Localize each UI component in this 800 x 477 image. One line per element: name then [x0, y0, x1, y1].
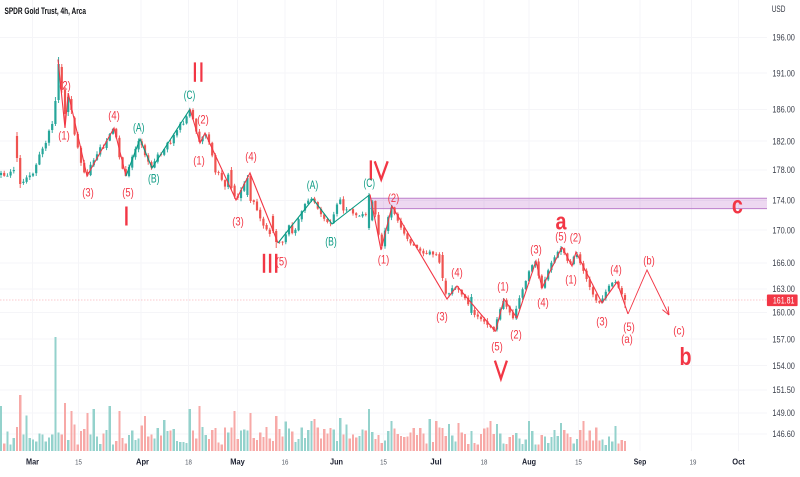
svg-text:(C): (C)	[364, 176, 376, 190]
svg-text:(5): (5)	[555, 229, 567, 243]
svg-text:161.81: 161.81	[773, 296, 795, 306]
svg-text:(4): (4)	[108, 108, 120, 122]
svg-text:(A): (A)	[307, 178, 319, 192]
svg-text:(B): (B)	[325, 235, 337, 249]
svg-text:(2): (2)	[59, 78, 71, 92]
svg-text:15: 15	[575, 457, 582, 466]
svg-text:Jul: Jul	[430, 458, 442, 467]
svg-text:b: b	[680, 343, 692, 371]
svg-text:(3): (3)	[530, 242, 542, 256]
svg-text:(B): (B)	[148, 171, 160, 185]
svg-text:157.00: 157.00	[772, 334, 795, 344]
svg-text:a: a	[556, 209, 568, 236]
svg-text:Aug: Aug	[522, 458, 536, 467]
svg-text:(3): (3)	[436, 309, 448, 323]
svg-text:(1): (1)	[193, 153, 205, 167]
svg-text:160.00: 160.00	[772, 308, 795, 318]
svg-text:(5): (5)	[122, 185, 134, 199]
svg-text:May: May	[230, 458, 245, 467]
svg-text:191.00: 191.00	[772, 68, 795, 78]
svg-text:15: 15	[380, 457, 387, 466]
svg-text:SPDR Gold Trust, 4h, Arca: SPDR Gold Trust, 4h, Arca	[5, 6, 87, 16]
svg-text:(4): (4)	[451, 265, 463, 279]
svg-text:(4): (4)	[610, 262, 622, 276]
svg-text:166.00: 166.00	[772, 258, 795, 268]
svg-text:16: 16	[282, 457, 289, 466]
svg-text:(3): (3)	[82, 185, 94, 199]
svg-text:151.50: 151.50	[772, 385, 795, 395]
svg-text:(3): (3)	[596, 314, 608, 328]
svg-text:c: c	[732, 192, 743, 220]
svg-text:Jun: Jun	[330, 458, 343, 467]
svg-text:149.00: 149.00	[772, 408, 795, 418]
svg-text:(2): (2)	[510, 327, 522, 341]
svg-text:(4): (4)	[537, 295, 549, 309]
svg-text:(1): (1)	[378, 252, 390, 266]
svg-text:18: 18	[185, 457, 192, 466]
svg-text:(1): (1)	[58, 128, 70, 142]
svg-text:(4): (4)	[245, 149, 257, 163]
svg-text:174.00: 174.00	[772, 196, 795, 206]
svg-text:19: 19	[690, 457, 697, 466]
svg-text:(b): (b)	[643, 253, 655, 267]
svg-text:(C): (C)	[184, 88, 196, 102]
svg-text:186.00: 186.00	[772, 105, 795, 115]
svg-text:15: 15	[75, 457, 82, 466]
svg-text:(1): (1)	[497, 279, 509, 293]
svg-text:(5): (5)	[623, 320, 635, 334]
svg-text:USD: USD	[772, 4, 786, 14]
svg-text:(5): (5)	[491, 339, 503, 353]
svg-text:(2): (2)	[388, 191, 400, 205]
svg-text:(2): (2)	[570, 230, 582, 244]
svg-text:Mar: Mar	[26, 458, 40, 467]
svg-text:(3): (3)	[232, 214, 244, 228]
svg-text:Apr: Apr	[136, 458, 150, 467]
svg-text:178.00: 178.00	[772, 165, 795, 175]
svg-text:Sep: Sep	[634, 458, 647, 467]
svg-text:(5): (5)	[276, 254, 288, 268]
svg-text:170.00: 170.00	[772, 225, 795, 235]
svg-text:18: 18	[481, 457, 488, 466]
svg-text:(1): (1)	[565, 272, 577, 286]
svg-text:Oct: Oct	[732, 458, 745, 467]
svg-text:(c): (c)	[673, 323, 685, 337]
svg-text:(a): (a)	[621, 332, 633, 346]
svg-text:182.00: 182.00	[772, 136, 795, 146]
svg-text:(2): (2)	[197, 112, 209, 126]
svg-text:163.00: 163.00	[772, 284, 795, 294]
svg-text:(A): (A)	[133, 120, 145, 134]
svg-text:146.60: 146.60	[772, 429, 795, 439]
svg-text:196.00: 196.00	[772, 33, 795, 43]
svg-text:154.00: 154.00	[772, 361, 795, 371]
